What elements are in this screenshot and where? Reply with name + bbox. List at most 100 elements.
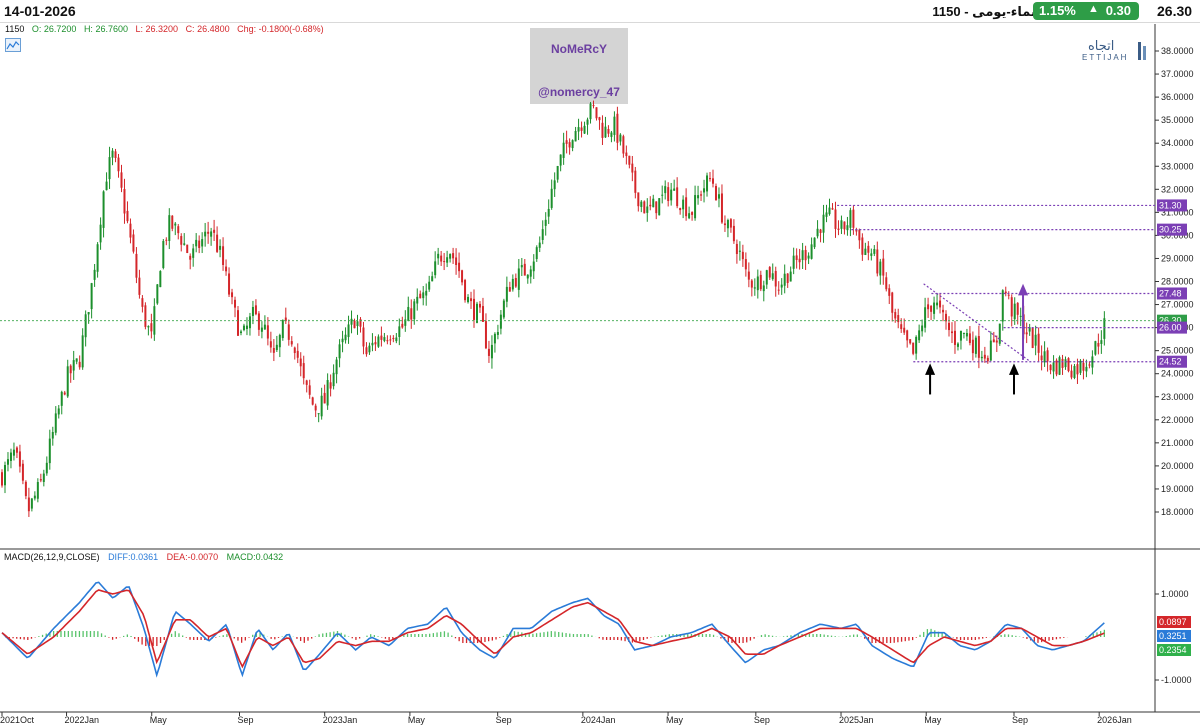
candle-body (150, 323, 153, 332)
candle-body (317, 413, 320, 415)
candle-body (813, 237, 816, 248)
candle-body (595, 107, 598, 119)
y-tick-label: 28.0000 (1161, 277, 1194, 287)
y-tick-label: 24.0000 (1161, 369, 1194, 379)
candle-body (789, 271, 792, 282)
candle-body (544, 219, 547, 226)
candle-body (1061, 358, 1064, 368)
level-label: 31.30 (1159, 200, 1182, 210)
candle-body (45, 462, 48, 474)
candle-body (475, 303, 478, 323)
candle-body (894, 312, 897, 319)
candle-body (102, 191, 105, 228)
candle-body (464, 280, 467, 301)
y-tick-label: 38.0000 (1161, 46, 1194, 56)
up-arrow-icon (1008, 363, 1019, 375)
ohlc-low: L: 26.3200 (135, 24, 179, 34)
macd-value-marker (1157, 630, 1191, 642)
candle-body (452, 253, 455, 259)
candle-body (248, 316, 251, 329)
change-percent: 1.15% (1039, 3, 1076, 18)
candle-body (1049, 364, 1052, 371)
candle-body (882, 258, 885, 276)
candle-body (968, 333, 971, 343)
candle-body (834, 209, 837, 229)
candle-body (658, 198, 661, 216)
candle-body (717, 194, 720, 199)
candle-body (1007, 294, 1010, 296)
candle-body (362, 327, 365, 347)
candle-body (559, 154, 562, 166)
candle-body (526, 274, 529, 279)
candle-body (75, 358, 78, 362)
candle-body (709, 178, 712, 180)
candle-body (275, 344, 278, 351)
candle-body (992, 339, 995, 343)
x-tick-label: May (150, 715, 168, 725)
candle-body (356, 321, 359, 327)
candle-body (335, 359, 338, 375)
candle-body (87, 312, 90, 315)
candle-body (998, 323, 1001, 344)
candle-body (15, 447, 18, 453)
candle-body (900, 324, 903, 330)
candle-body (195, 239, 198, 247)
candle-body (183, 243, 186, 245)
candle-body (876, 249, 879, 274)
candle-body (1091, 356, 1094, 368)
chart-settings-icon[interactable] (5, 38, 21, 52)
candle-body (380, 335, 383, 340)
y-tick-label: 21.0000 (1161, 438, 1194, 448)
candle-body (222, 246, 225, 265)
candle-body (942, 309, 945, 313)
candle-body (293, 347, 296, 354)
candle-body (1019, 315, 1022, 317)
level-label: 30.25 (1159, 225, 1182, 235)
ohlc-readout: 1150 O: 26.7200 H: 26.7600 L: 26.3200 C:… (5, 24, 329, 34)
candle-body (950, 331, 953, 334)
candle-body (108, 157, 111, 180)
candle-body (828, 207, 831, 215)
candle-body (213, 229, 216, 233)
candle-body (165, 239, 168, 241)
candle-body (924, 307, 927, 328)
candle-body (807, 255, 810, 259)
candle-body (368, 345, 371, 353)
macd-diff-readout: DIFF:0.0361 (108, 552, 159, 562)
candle-body (756, 276, 759, 291)
candle-body (344, 334, 347, 341)
candle-body (625, 152, 628, 157)
candle-body (473, 298, 476, 320)
candle-body (801, 250, 804, 261)
candle-body (347, 324, 350, 338)
candle-body (903, 327, 906, 333)
candle-body (434, 261, 437, 276)
candle-body (290, 341, 293, 345)
candle-body (84, 314, 87, 338)
candle-body (703, 188, 706, 193)
candle-body (837, 228, 840, 230)
candle-body (245, 325, 248, 329)
candle-body (729, 219, 732, 228)
candle-body (971, 339, 974, 354)
candle-body (431, 276, 434, 282)
candle-body (281, 320, 284, 339)
candle-body (1088, 364, 1091, 366)
candle-body (39, 479, 42, 481)
level-marker (1157, 199, 1187, 212)
candle-body (977, 336, 980, 358)
candle-body (1079, 360, 1082, 373)
candle-body (550, 188, 553, 208)
macd-value-marker (1157, 644, 1191, 656)
candle-body (404, 319, 407, 326)
candle-body (1070, 370, 1073, 378)
candle-body (959, 330, 962, 341)
candle-body (18, 451, 21, 467)
candle-body (664, 186, 667, 194)
candle-body (547, 208, 550, 217)
candle-body (777, 289, 780, 291)
candle-body (667, 187, 670, 202)
candle-body (487, 348, 490, 356)
x-tick-label: Sep (754, 715, 770, 725)
